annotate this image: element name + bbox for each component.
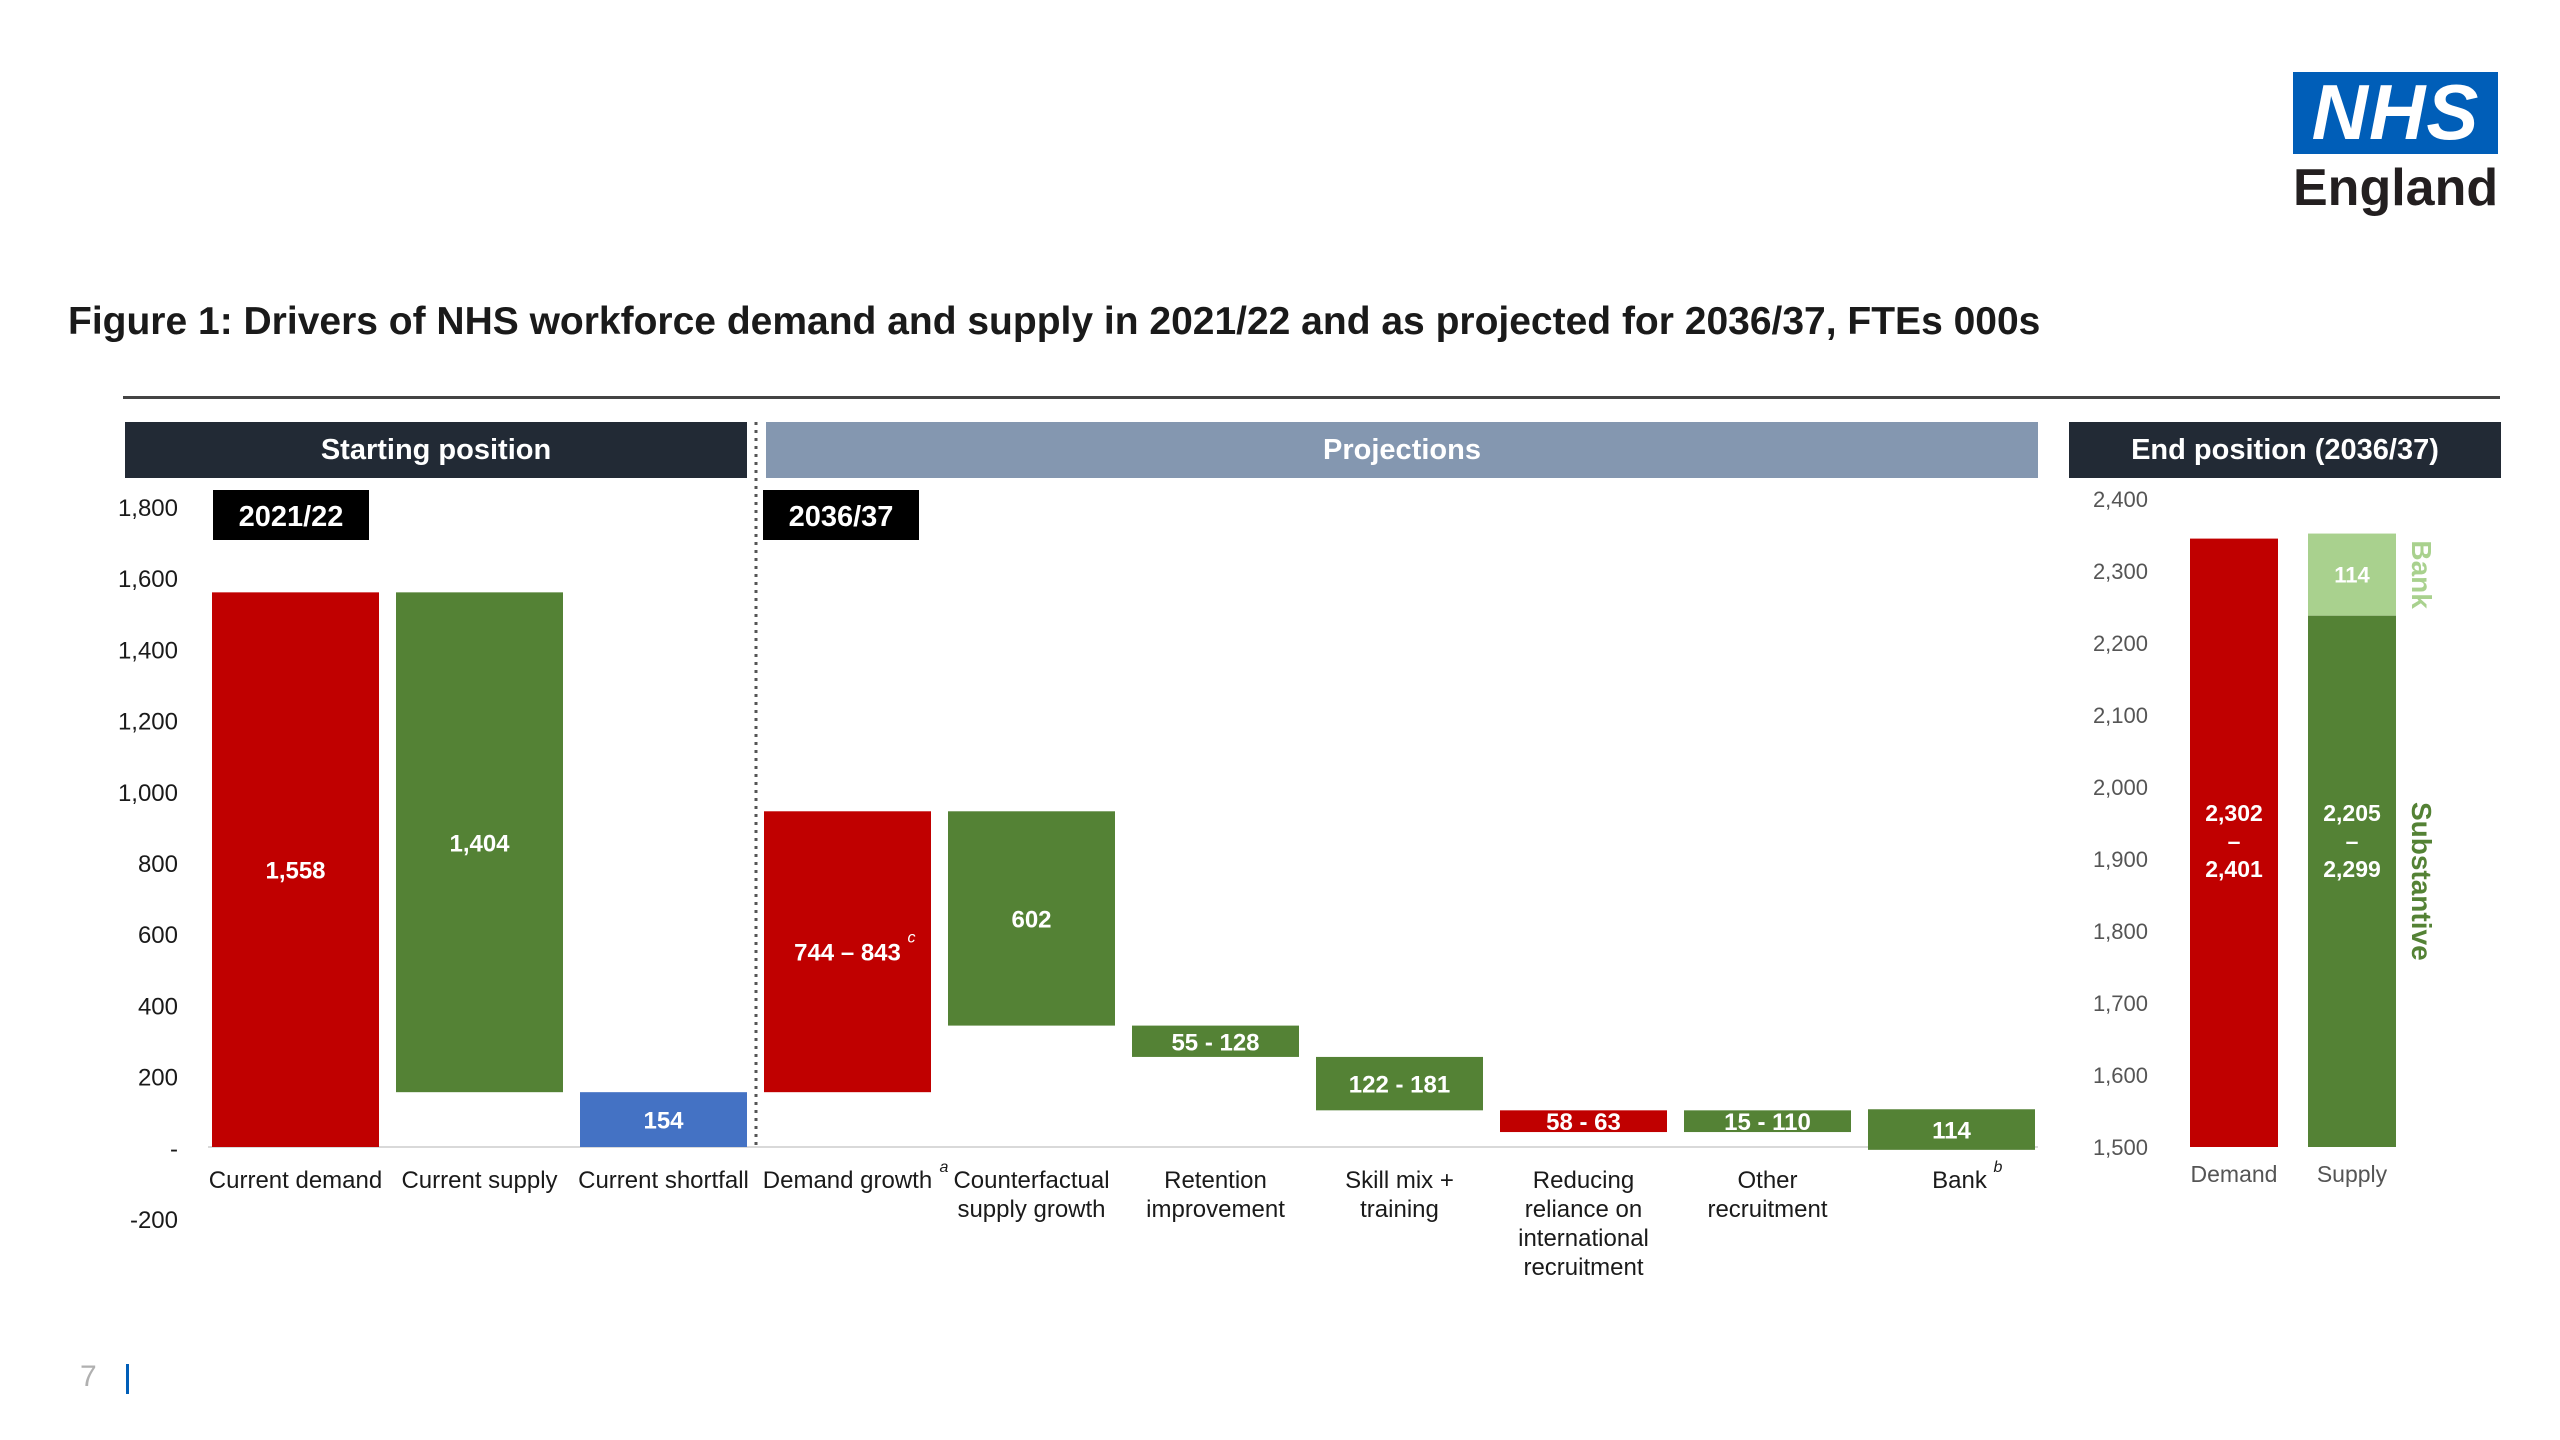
y-tick-right: 2,100 [2093, 703, 2148, 728]
y-tick-right: 2,000 [2093, 775, 2148, 800]
end-bar-supply-substantive [2308, 615, 2396, 1147]
header-end-position-bg [2069, 422, 2501, 478]
bar-skill-mix-training [1316, 1056, 1483, 1111]
bar-current-shortfall [580, 1092, 747, 1147]
data-label-skill-mix-training: 122 - 181 [1349, 1072, 1450, 1099]
y-tick-right: 2,200 [2093, 631, 2148, 656]
x-label-current-supply: Current supply [401, 1167, 557, 1194]
title-divider [123, 396, 2500, 399]
x-label-counterfactual-supply-growth: Counterfactual supply growth [953, 1167, 1109, 1223]
bar-reducing-reliance-on-international-recruitment [1500, 1110, 1667, 1133]
header-starting-position: Starting position [321, 434, 551, 466]
x-label-skill-mix-training: Skill mix + training [1345, 1167, 1454, 1223]
x-label-current-shortfall: Current shortfall [578, 1167, 749, 1194]
end-bar-supply-bank [2308, 533, 2396, 616]
y-tick-left: 1,600 [118, 566, 178, 593]
x-label-note-demand-growth: a [940, 1159, 949, 1176]
y-tick-right: 1,700 [2093, 991, 2148, 1016]
end-label-demand: – [2228, 828, 2241, 854]
x-label-end-supply: Supply [2317, 1161, 2388, 1187]
y-tick-left: 1,800 [118, 495, 178, 522]
y-tick-right: 1,800 [2093, 919, 2148, 944]
y-tick-left: 1,000 [118, 780, 178, 807]
y-tick-right: 1,600 [2093, 1063, 2148, 1088]
data-label-other-recruitment: 15 - 110 [1724, 1109, 1811, 1136]
bar-current-supply [396, 592, 563, 1093]
x-label-note-bank: b [1994, 1159, 2003, 1176]
x-label-bank: Bank [1932, 1167, 1988, 1194]
header-starting-position-bg [125, 422, 747, 478]
badge-2036-37-bg [763, 490, 919, 540]
data-label-retention-improvement: 55 - 128 [1171, 1029, 1259, 1056]
badge-2021-22: 2021/22 [239, 501, 344, 533]
header-projections: Projections [1323, 434, 1481, 466]
figure-title: Figure 1: Drivers of NHS workforce deman… [68, 300, 2041, 343]
bar-bank [1868, 1109, 2035, 1150]
y-tick-left: - [170, 1136, 178, 1163]
y-tick-right: 1,500 [2093, 1135, 2148, 1160]
y-tick-left: 1,400 [118, 637, 178, 664]
data-label-bank: 114 [1932, 1118, 1971, 1145]
data-label-demand-growth: 744 – 843 [794, 940, 901, 967]
badge-2021-22-bg [213, 490, 369, 540]
end-label-supply: – [2346, 828, 2359, 854]
x-label-current-demand: Current demand [209, 1167, 382, 1194]
nhs-logo-subtitle: England [2293, 159, 2499, 217]
bar-other-recruitment [1684, 1110, 1851, 1133]
nhs-logo-mark: NHS [2293, 72, 2498, 154]
workforce-chart: Starting position Projections End position… [118, 422, 2501, 1281]
end-label-supply: 2,205 [2323, 800, 2381, 826]
y-tick-left: 400 [138, 993, 178, 1020]
page-number-marker [126, 1364, 129, 1394]
end-label-supply: 2,299 [2323, 856, 2381, 882]
y-tick-left: 600 [138, 922, 178, 949]
header-end-position: End position (2036/37) [2131, 434, 2439, 466]
data-label-reducing-reliance-on-international-recruitment: 58 - 63 [1546, 1109, 1621, 1136]
header-projections-bg [766, 422, 2038, 478]
end-label-demand: 2,401 [2205, 856, 2263, 882]
y-tick-left: -200 [130, 1207, 178, 1234]
end-label-bank: 114 [2334, 563, 2370, 588]
bar-demand-growth [764, 811, 931, 1093]
side-label-substantive: Substantive [2406, 802, 2437, 961]
badge-2036-37: 2036/37 [789, 501, 894, 533]
data-label-current-supply: 1,404 [449, 830, 510, 857]
data-label-current-demand: 1,558 [265, 858, 325, 885]
data-label-note-demand-growth: c [908, 930, 916, 947]
side-label-bank: Bank [2406, 540, 2437, 609]
bar-current-demand [212, 592, 379, 1147]
y-tick-left: 200 [138, 1065, 178, 1092]
x-label-retention-improvement: Retention improvement [1146, 1167, 1285, 1223]
y-tick-left: 800 [138, 851, 178, 878]
end-label-demand: 2,302 [2205, 800, 2263, 826]
data-label-counterfactual-supply-growth: 602 [1011, 906, 1051, 933]
page-number: 7 [80, 1360, 97, 1393]
x-label-other-recruitment: Other recruitment [1707, 1167, 1827, 1223]
x-label-reducing-reliance-on-international-recruitment: Reducing reliance on international recruitm… [1518, 1167, 1649, 1281]
y-tick-right: 2,400 [2093, 487, 2148, 512]
nhs-england-logo: NHS England [2293, 72, 2498, 218]
y-tick-right: 1,900 [2093, 847, 2148, 872]
data-label-current-shortfall: 154 [643, 1108, 684, 1135]
x-label-demand-growth: Demand growth [763, 1167, 932, 1194]
y-tick-left: 1,200 [118, 709, 178, 736]
y-tick-right: 2,300 [2093, 559, 2148, 584]
bar-retention-improvement [1132, 1025, 1299, 1057]
end-bar-demand [2190, 538, 2278, 1147]
bar-counterfactual-supply-growth [948, 811, 1115, 1026]
x-label-end-demand: Demand [2191, 1161, 2278, 1187]
